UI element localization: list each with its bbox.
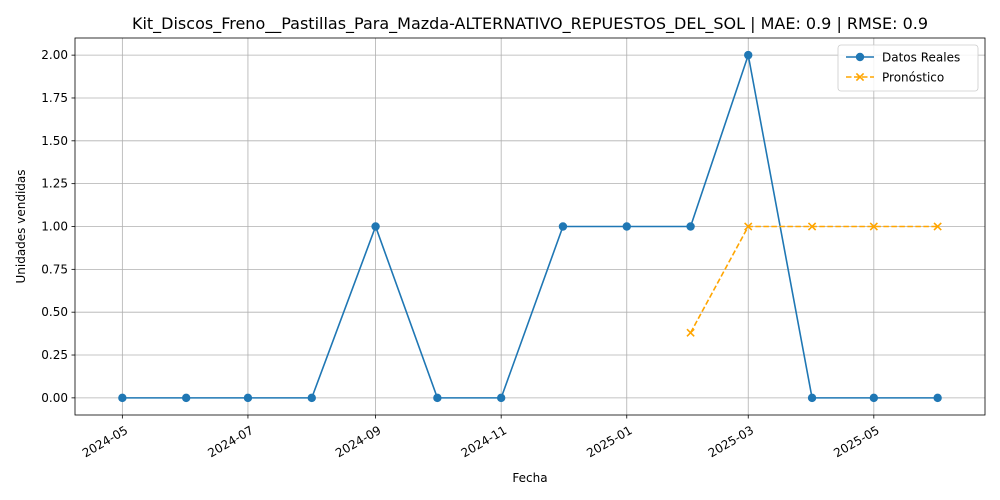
series-forecast [686,222,942,337]
y-tick-label: 0.75 [41,262,68,276]
y-tick-label: 1.00 [41,220,68,234]
series-line [122,51,938,399]
data-point [496,393,506,403]
y-tick-label: 2.00 [41,48,68,62]
data-point [744,50,753,60]
y-tick-label: 0.25 [41,348,68,362]
data-point [744,222,753,231]
legend: Datos Reales Pronóstico [837,44,979,92]
data-point [686,222,695,231]
data-point [869,393,879,403]
legend-marker [855,72,865,82]
data-point [181,393,191,403]
data-point [243,393,253,403]
data-point [869,222,878,231]
x-axis-title: Fecha [512,471,547,485]
data-point [433,393,442,403]
data-point [307,393,316,403]
data-point [686,328,695,337]
chart-title: Kit_Discos_Freno__Pastillas_Para_Mazda-A… [132,14,928,34]
y-tick-label: 0.00 [41,391,68,405]
data-point [118,393,127,403]
legend-label: Datos Reales [882,51,960,65]
y-axis-title: Unidades vendidas [14,169,28,283]
data-point [371,222,380,231]
y-tick-label: 1.75 [41,91,68,105]
y-tick-label: 1.50 [41,134,68,148]
data-point [807,222,817,231]
data-point [807,393,817,403]
series-actual [118,50,942,403]
series-layer [118,50,942,403]
y-tick-label: 1.25 [41,177,68,191]
y-tick-label: 0.50 [41,305,68,319]
data-point [622,222,631,231]
legend-label: Pronóstico [882,71,944,85]
data-point [558,222,568,231]
data-point [933,393,942,403]
legend-marker [855,52,865,62]
data-point [933,222,942,231]
